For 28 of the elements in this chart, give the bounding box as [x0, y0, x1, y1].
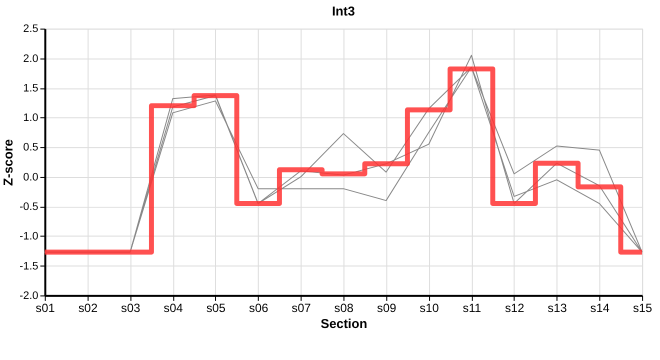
x-tick-label: s01 — [36, 300, 56, 315]
y-tick-label: -0.5 — [19, 200, 38, 213]
y-tick-label: 0.5 — [23, 142, 38, 154]
y-tick-label: 1.5 — [23, 82, 38, 94]
chart-title: Int3 — [332, 4, 355, 19]
y-tick-label: 2.5 — [23, 23, 38, 36]
x-tick-label: s15 — [632, 300, 653, 315]
x-tick-label: s10 — [420, 300, 440, 315]
y-tick-label: -1.0 — [19, 230, 38, 243]
x-tick-label: s11 — [462, 300, 482, 315]
y-axis-title: Z-score — [0, 139, 16, 186]
x-tick-label: s12 — [504, 300, 525, 315]
y-tick-label: 2.0 — [23, 52, 38, 65]
x-axis-title: Section — [320, 316, 368, 331]
x-tick-label: s09 — [376, 300, 397, 315]
y-tick-label: -1.5 — [19, 260, 38, 272]
x-tick-label: s06 — [248, 300, 269, 315]
x-tick-label: s04 — [164, 300, 184, 315]
x-tick-label: s13 — [548, 300, 568, 315]
x-tick-label: s08 — [334, 300, 354, 315]
y-tick-label: 1.0 — [23, 112, 38, 124]
x-tick-label: s02 — [78, 300, 98, 315]
y-tick-label: 0.0 — [23, 171, 38, 184]
x-tick-label: s07 — [292, 300, 312, 315]
x-tick-label: s03 — [120, 300, 141, 315]
x-tick-label: s05 — [206, 300, 226, 315]
x-tick-label: s14 — [590, 300, 610, 315]
y-tick-label: -2.0 — [19, 290, 38, 302]
